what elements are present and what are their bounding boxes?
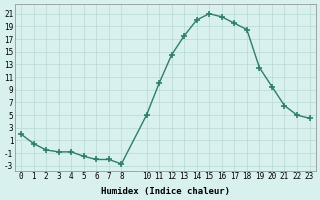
X-axis label: Humidex (Indice chaleur): Humidex (Indice chaleur) [101, 187, 230, 196]
